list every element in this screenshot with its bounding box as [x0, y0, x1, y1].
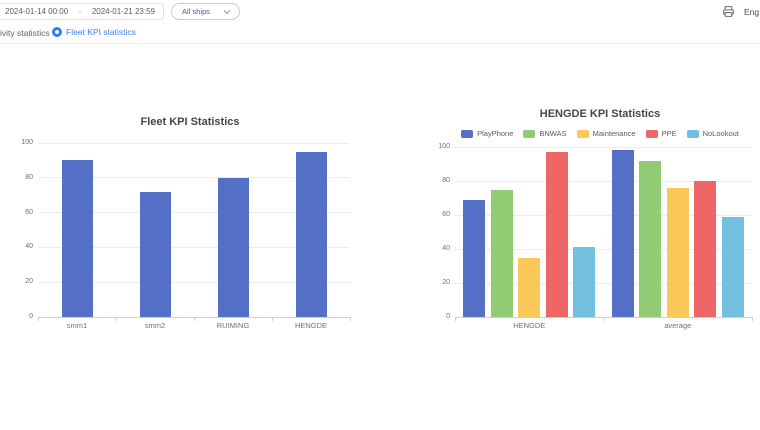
bar-maintenance: [666, 187, 689, 317]
chart-title: HENGDE KPI Statistics: [539, 108, 661, 120]
language-switcher[interactable]: Eng: [744, 7, 760, 17]
legend-label: Maintenance: [592, 129, 636, 138]
tab-fleet-kpi-label: Fleet KPI statistics: [66, 27, 136, 37]
tab-bar-divider: [0, 43, 760, 44]
x-axis-tick: [194, 317, 195, 321]
y-axis-tick-label: 20: [25, 278, 33, 286]
bar-ppe: [545, 152, 568, 317]
ship-filter-dropdown[interactable]: All ships: [171, 3, 240, 20]
x-axis-label: smm1: [66, 321, 88, 330]
tab-fleet-kpi-statistics[interactable]: Fleet KPI statistics: [52, 27, 136, 37]
legend-item-maintenance[interactable]: Maintenance: [576, 129, 636, 138]
gridline: [455, 248, 752, 250]
x-axis-label: RUIMING: [216, 321, 250, 330]
bar: [295, 151, 327, 317]
y-axis-tick-label: 80: [442, 177, 450, 184]
x-axis-tick: [350, 317, 351, 321]
gridline: [38, 177, 350, 179]
bar-nolookout: [573, 247, 596, 317]
legend-swatch: [686, 129, 699, 138]
date-separator: -: [78, 7, 82, 16]
legend-label: NoLookout: [702, 129, 739, 138]
gridline: [38, 212, 350, 214]
legend-item-bnwas[interactable]: BNWAS: [523, 129, 567, 138]
x-axis-label: HENGDE: [294, 321, 328, 330]
bar: [217, 177, 249, 317]
x-axis-tick: [272, 317, 273, 321]
gridline: [38, 281, 350, 283]
gridline: [455, 282, 752, 284]
y-axis-tick-label: 60: [25, 208, 33, 216]
print-icon[interactable]: [722, 5, 736, 19]
y-axis-tick-label: 0: [29, 313, 33, 320]
y-axis-tick-label: 0: [446, 313, 450, 320]
x-axis-tick: [116, 317, 117, 321]
x-axis-label: average: [664, 321, 692, 330]
gridline: [38, 246, 350, 248]
legend-swatch: [461, 129, 474, 138]
legend-label: BNWAS: [539, 129, 567, 138]
bar-nolookout: [721, 216, 744, 317]
y-axis-tick-label: 40: [442, 245, 450, 252]
legend-label: PlayPhone: [477, 129, 514, 138]
y-axis-tick-label: 20: [442, 279, 450, 286]
gridline: [455, 146, 752, 148]
bar-bnwas: [490, 189, 513, 317]
ship-filter-value: All ships: [182, 7, 210, 16]
gridline: [455, 180, 752, 182]
date-start-value[interactable]: 2024-01-14 00:00: [5, 7, 69, 16]
bar: [61, 160, 93, 317]
y-axis-tick-label: 100: [438, 143, 450, 150]
y-axis-tick-label: 100: [21, 139, 33, 146]
gridline: [455, 214, 752, 216]
y-axis-tick-label: 40: [25, 243, 33, 251]
legend-item-ppe[interactable]: PPE: [645, 129, 677, 138]
legend-swatch: [523, 129, 536, 138]
legend-swatch: [645, 129, 658, 138]
date-range-picker[interactable]: 2024-01-14 00:00 - 2024-01-21 23:59: [0, 3, 164, 20]
x-axis-tick: [455, 317, 456, 321]
y-axis-tick-label: 80: [25, 173, 33, 181]
fleet-kpi-chart: Fleet KPI Statistics 0 20 40 60 80 100 smm1 smm…: [14, 110, 366, 345]
x-axis-label: HENGDE: [513, 321, 546, 330]
chevron-down-icon: [223, 9, 231, 14]
date-end-value[interactable]: 2024-01-21 23:59: [91, 7, 155, 16]
tab-activity-statistics[interactable]: ivity statistics: [0, 28, 50, 38]
legend-swatch: [576, 129, 589, 138]
bar-ppe: [694, 181, 717, 317]
bar-bnwas: [639, 160, 662, 317]
gridline: [38, 142, 350, 144]
chart-title: Fleet KPI Statistics: [140, 116, 240, 128]
legend-label: PPE: [661, 129, 677, 138]
x-axis-label: smm2: [144, 321, 166, 330]
x-axis-tick: [752, 317, 753, 321]
legend-item-nolookout[interactable]: NoLookout: [686, 129, 739, 138]
radio-selected-icon: [52, 27, 62, 37]
bar-maintenance: [518, 257, 541, 317]
bar: [139, 191, 171, 317]
y-axis-tick-label: 60: [442, 211, 450, 218]
bar-playphone: [463, 199, 486, 317]
hengde-kpi-chart: HENGDE KPI Statistics PlayPhone BNWAS Main…: [438, 103, 760, 343]
x-axis-tick: [38, 317, 39, 321]
x-axis-tick: [603, 317, 605, 321]
legend-item-playphone[interactable]: PlayPhone: [461, 129, 513, 138]
bar-playphone: [611, 150, 634, 317]
chart-legend: PlayPhone BNWAS Maintenance PPE NoLookout: [440, 129, 760, 138]
